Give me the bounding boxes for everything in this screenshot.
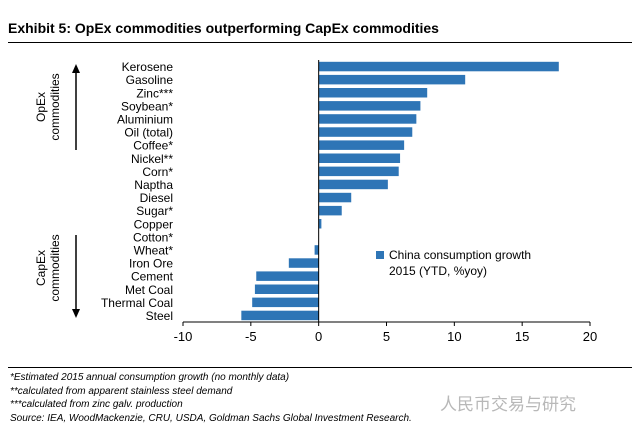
category-label: Soybean* (121, 99, 173, 113)
bars-layer (241, 61, 559, 321)
opex-label-line1: OpEx (34, 92, 48, 122)
legend-swatch (376, 251, 384, 259)
bar-diesel (318, 192, 352, 203)
watermark: 人民币交易与研究 (440, 395, 576, 414)
x-axis: -10 -5 0 5 10 15 20 (174, 60, 597, 344)
top-rule (8, 42, 632, 43)
category-label: Wheat* (134, 243, 174, 257)
opex-group-label: OpEx commodities (34, 73, 62, 140)
bar-thermalcoal (252, 297, 319, 308)
category-label: Copper (134, 217, 173, 231)
category-label: Cotton* (133, 230, 173, 244)
capex-label-line1: CapEx (34, 250, 48, 286)
bar-sugar (318, 205, 342, 216)
bar-corn (318, 166, 399, 177)
category-label: Sugar* (136, 204, 173, 218)
footnote-source: Source: IEA, WoodMackenzie, CRU, USDA, G… (10, 412, 412, 424)
capex-group-label: CapEx commodities (34, 234, 62, 301)
bar-ironore (288, 258, 319, 268)
category-label: Nickel** (131, 152, 173, 166)
category-label: Cement (131, 270, 174, 284)
x-tick-label: 0 (315, 329, 322, 344)
opex-label-line2: commodities (48, 73, 62, 140)
category-label: Kerosene (122, 60, 174, 74)
category-label: Corn* (142, 165, 173, 179)
bar-cement (256, 271, 319, 281)
bar-chart: OpEx commodities CapEx commodities China… (34, 60, 597, 344)
category-label: Met Coal (125, 283, 173, 297)
bar-zinc (318, 88, 428, 98)
bar-soybean (318, 101, 421, 111)
category-label: Diesel (140, 191, 173, 205)
category-label: Gasoline (126, 73, 174, 87)
capex-arrow (72, 235, 80, 318)
footnote-1: *Estimated 2015 annual consumption growt… (10, 372, 290, 383)
bar-nickel (318, 153, 401, 163)
opex-arrow (72, 64, 80, 150)
bar-steel (241, 310, 319, 321)
category-label: Oil (total) (124, 126, 173, 140)
legend-line1: China consumption growth (389, 248, 531, 262)
x-tick-label: 15 (515, 329, 529, 344)
footnote-3: ***calculated from zinc galv. production (10, 399, 183, 410)
x-tick-label: 5 (383, 329, 390, 344)
bar-aluminium (318, 114, 417, 124)
x-tick-label: 10 (447, 329, 461, 344)
category-label: Steel (146, 309, 173, 323)
bar-oiltotal (318, 127, 413, 137)
footnotes: *Estimated 2015 annual consumption growt… (10, 371, 412, 425)
category-label: Zinc*** (136, 86, 173, 100)
bar-kerosene (318, 61, 559, 72)
capex-label-line2: commodities (48, 234, 62, 301)
bar-wheat (314, 245, 319, 255)
category-label: Thermal Coal (101, 296, 173, 310)
bar-copper (318, 219, 322, 229)
exhibit-title: Exhibit 5: OpEx commodities outperformin… (8, 20, 439, 36)
category-label: Naptha (134, 178, 173, 192)
category-label: Aluminium (117, 112, 173, 126)
x-tick-label: -10 (174, 329, 193, 344)
category-labels: KeroseneGasolineZinc***Soybean*Aluminium… (101, 60, 174, 323)
category-label: Iron Ore (129, 257, 173, 271)
footnote-2: **calculated from apparent stainless ste… (10, 385, 233, 397)
category-label: Coffee* (133, 139, 173, 153)
bar-gasoline (318, 74, 466, 85)
x-tick-label: 20 (583, 329, 597, 344)
x-tick-label: -5 (245, 329, 257, 344)
bar-coffee (318, 140, 405, 150)
bottom-rule (8, 367, 632, 368)
bar-naptha (318, 179, 388, 190)
legend-line2: 2015 (YTD, %yoy) (389, 264, 487, 278)
legend: China consumption growth 2015 (YTD, %yoy… (376, 248, 531, 278)
bar-metcoal (254, 284, 319, 294)
